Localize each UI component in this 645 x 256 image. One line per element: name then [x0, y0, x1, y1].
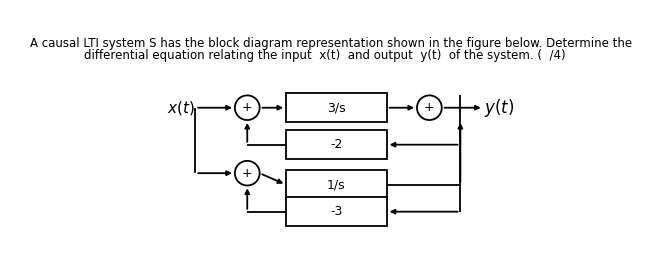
Circle shape — [235, 95, 260, 120]
Text: differential equation relating the input  x(t)  and output  y(t)  of the system.: differential equation relating the input… — [84, 49, 566, 62]
Text: A causal LTI system S has the block diagram representation shown in the figure b: A causal LTI system S has the block diag… — [30, 37, 631, 50]
Circle shape — [417, 95, 442, 120]
Text: +: + — [424, 101, 435, 114]
Circle shape — [235, 161, 260, 186]
Bar — [286, 130, 387, 159]
Text: $x(t)$: $x(t)$ — [168, 99, 195, 117]
Text: 1/s: 1/s — [327, 178, 346, 191]
Text: 3/s: 3/s — [327, 101, 346, 114]
Bar — [286, 197, 387, 226]
Bar — [286, 93, 387, 122]
Text: -3: -3 — [330, 205, 342, 218]
Text: -2: -2 — [330, 138, 342, 151]
Text: +: + — [242, 167, 253, 180]
Text: $y(t)$: $y(t)$ — [484, 97, 514, 119]
Bar — [286, 170, 387, 199]
Text: +: + — [242, 101, 253, 114]
